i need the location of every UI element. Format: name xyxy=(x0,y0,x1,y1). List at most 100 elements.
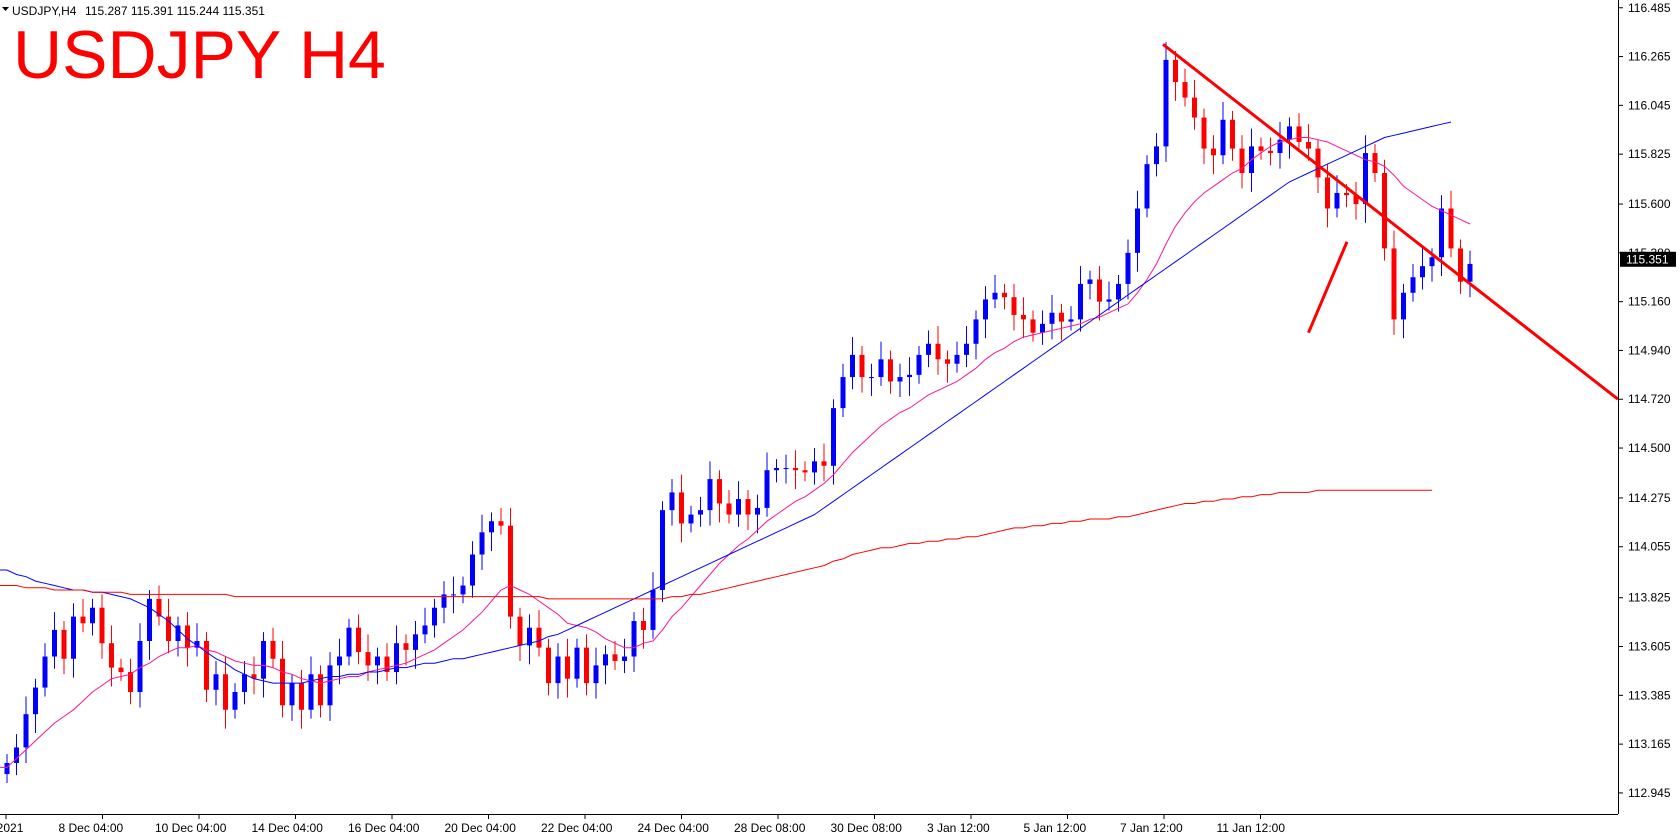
candle-body xyxy=(935,343,941,360)
candle-body xyxy=(1239,148,1245,174)
candle-body xyxy=(1344,192,1349,196)
candle xyxy=(888,350,893,394)
candle xyxy=(33,678,38,734)
price-tick-label: 114.055 xyxy=(1628,540,1671,554)
candle xyxy=(23,696,29,763)
candle xyxy=(1268,137,1273,166)
candle xyxy=(251,656,257,695)
candle xyxy=(1021,297,1026,339)
upper-trendline[interactable] xyxy=(1162,43,1619,401)
moving-averages-layer xyxy=(0,121,1471,768)
candle-body xyxy=(1391,248,1397,320)
price-tick-label: 115.160 xyxy=(1628,295,1671,309)
candle-body xyxy=(973,319,979,344)
candle-body xyxy=(1125,252,1131,284)
candle xyxy=(584,634,589,696)
candle-body xyxy=(603,654,608,666)
candle xyxy=(641,607,646,649)
candle-body xyxy=(774,467,779,471)
candle xyxy=(802,461,808,482)
candle xyxy=(441,581,447,624)
candle xyxy=(1458,239,1463,294)
candle xyxy=(128,658,133,705)
candle xyxy=(916,346,922,384)
candle xyxy=(546,638,551,696)
candle-body xyxy=(622,656,627,661)
candle xyxy=(793,450,798,490)
candle xyxy=(859,346,865,393)
candle-body xyxy=(1372,153,1378,174)
candle-body xyxy=(859,354,865,378)
candle-body xyxy=(1287,126,1292,140)
candle xyxy=(774,459,779,483)
candle-body xyxy=(1325,177,1330,209)
candle-body xyxy=(755,507,760,515)
candle xyxy=(1116,275,1121,312)
candle-body xyxy=(261,640,266,679)
candle xyxy=(1144,155,1150,218)
candle-body xyxy=(1163,59,1169,147)
candle-body xyxy=(565,656,570,679)
candle-body xyxy=(1306,141,1311,149)
candle-body xyxy=(1315,148,1321,178)
candle-body xyxy=(451,594,456,596)
candle xyxy=(1125,239,1131,300)
candle-body xyxy=(308,674,314,710)
candle-body xyxy=(213,674,219,690)
time-tick-label: 22 Dec 04:00 xyxy=(541,821,613,835)
candle-body xyxy=(356,627,361,653)
candle xyxy=(394,625,399,685)
candle-body xyxy=(23,714,29,748)
candle xyxy=(1258,137,1264,160)
candle-body xyxy=(137,640,143,693)
candle xyxy=(489,512,494,552)
candle xyxy=(299,669,304,729)
candle-body xyxy=(52,629,57,657)
candle-body xyxy=(1182,82,1188,98)
symbol-menu-icon[interactable] xyxy=(2,7,9,11)
candle-body xyxy=(280,658,285,706)
candle xyxy=(1078,266,1083,332)
candle-body xyxy=(232,692,238,710)
candle-body xyxy=(954,354,960,364)
candle xyxy=(308,656,314,719)
candle xyxy=(945,350,950,383)
time-tick-label: 8 Dec 04:00 xyxy=(59,821,124,835)
price-tick-label: 116.045 xyxy=(1628,98,1671,112)
candle xyxy=(508,507,513,629)
time-tick-label: 24 Dec 04:00 xyxy=(638,821,710,835)
candle-body xyxy=(489,521,494,533)
price-tick-label: 115.825 xyxy=(1628,147,1671,161)
candle xyxy=(698,496,703,527)
candle-body xyxy=(650,589,656,630)
time-tick-label: 5 Jan 12:00 xyxy=(1024,821,1087,835)
candle xyxy=(403,634,409,666)
candle-body xyxy=(175,625,181,641)
candle xyxy=(622,638,627,674)
symbol-info: USDJPY,H4 xyxy=(12,4,77,18)
candle xyxy=(593,647,599,699)
candle-body xyxy=(1021,314,1026,320)
candle-body xyxy=(707,479,713,511)
candle xyxy=(280,640,285,718)
candle xyxy=(840,363,846,417)
candle-body xyxy=(831,408,836,466)
time-tick-label: 20 Dec 04:00 xyxy=(445,821,517,835)
candle-body xyxy=(1458,248,1463,282)
candle xyxy=(147,589,152,660)
candle-body xyxy=(1011,297,1017,315)
candle-body xyxy=(508,525,513,617)
candle xyxy=(1353,181,1359,220)
candle xyxy=(1154,133,1159,177)
candle xyxy=(1220,102,1226,165)
candle xyxy=(166,598,171,654)
candle xyxy=(1277,121,1283,169)
candle xyxy=(1382,159,1387,261)
lower-trendline[interactable] xyxy=(1307,241,1349,334)
candle xyxy=(52,612,57,669)
candle xyxy=(1192,79,1197,130)
candle xyxy=(983,286,988,339)
time-tick-label: 3 Jan 12:00 xyxy=(927,821,990,835)
price-tick-label: 114.720 xyxy=(1628,392,1671,406)
